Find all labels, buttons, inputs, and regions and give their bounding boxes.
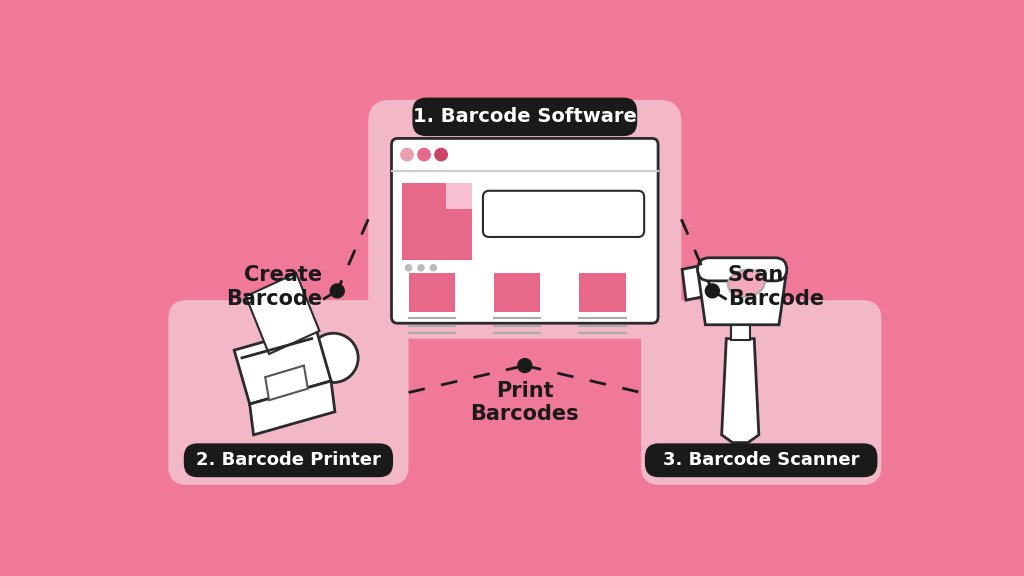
Polygon shape (265, 366, 308, 400)
Circle shape (308, 334, 358, 382)
Circle shape (435, 149, 447, 161)
Text: 3. Barcode Scanner: 3. Barcode Scanner (663, 451, 859, 469)
FancyBboxPatch shape (731, 325, 750, 340)
Circle shape (418, 265, 424, 271)
Circle shape (706, 284, 719, 298)
FancyBboxPatch shape (402, 183, 472, 260)
Polygon shape (234, 327, 331, 404)
FancyBboxPatch shape (697, 258, 786, 281)
Text: Create
Barcode: Create Barcode (225, 266, 322, 309)
Circle shape (331, 284, 344, 298)
Polygon shape (722, 339, 759, 442)
Circle shape (406, 265, 412, 271)
FancyBboxPatch shape (413, 97, 637, 136)
Polygon shape (250, 381, 335, 435)
Circle shape (518, 359, 531, 373)
FancyBboxPatch shape (183, 444, 393, 478)
FancyBboxPatch shape (168, 300, 409, 485)
Polygon shape (697, 270, 786, 325)
Text: Print
Barcodes: Print Barcodes (470, 381, 580, 424)
FancyBboxPatch shape (483, 191, 644, 237)
FancyBboxPatch shape (641, 300, 882, 485)
Polygon shape (682, 266, 706, 300)
FancyBboxPatch shape (579, 273, 626, 312)
Text: 2. Barcode Printer: 2. Barcode Printer (196, 451, 381, 469)
FancyBboxPatch shape (409, 273, 455, 312)
Polygon shape (246, 273, 319, 354)
Circle shape (400, 149, 414, 161)
FancyBboxPatch shape (391, 138, 658, 323)
FancyBboxPatch shape (494, 273, 541, 312)
Text: 1. Barcode Software: 1. Barcode Software (413, 107, 637, 126)
FancyBboxPatch shape (645, 444, 878, 478)
Text: Scan
Barcode: Scan Barcode (728, 266, 824, 309)
Circle shape (418, 149, 430, 161)
Circle shape (430, 265, 436, 271)
Ellipse shape (728, 270, 765, 297)
FancyBboxPatch shape (445, 183, 472, 209)
FancyBboxPatch shape (369, 100, 681, 339)
